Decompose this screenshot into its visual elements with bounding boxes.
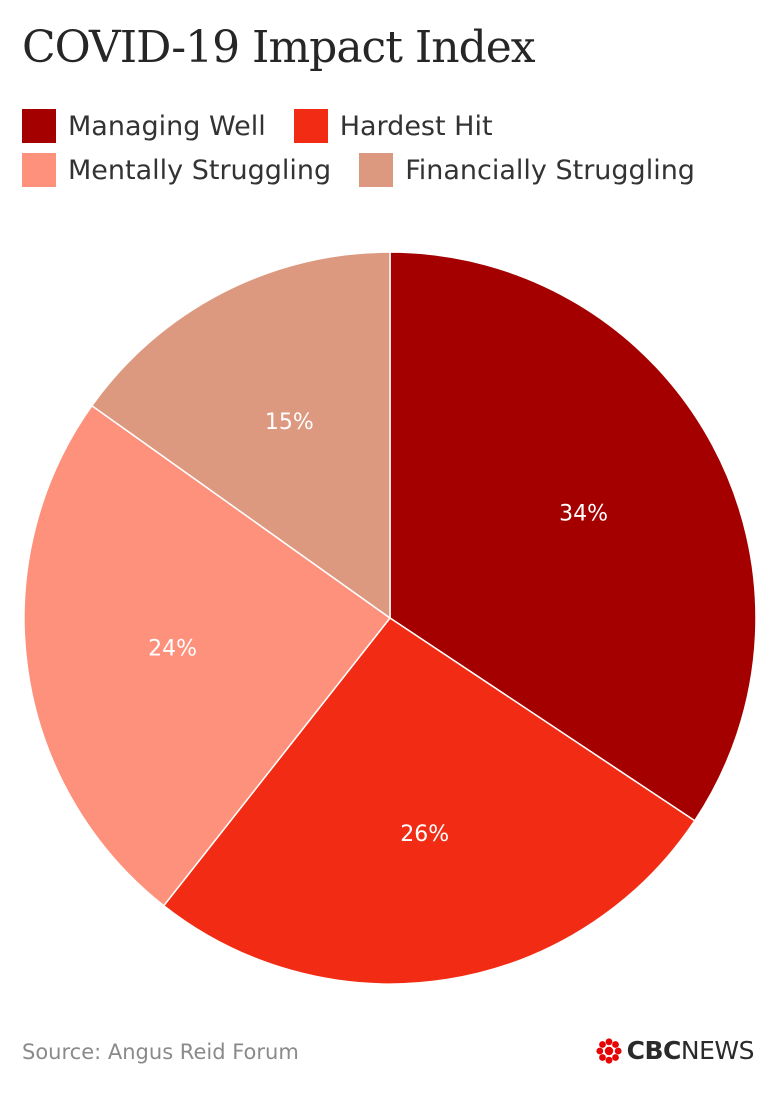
legend-swatch bbox=[293, 109, 328, 143]
cbc-gem-icon bbox=[596, 1037, 622, 1064]
legend-label: Mentally Struggling bbox=[68, 154, 332, 186]
legend-row: Mentally Struggling Financially Struggli… bbox=[22, 148, 762, 192]
slice-data-label: 34% bbox=[559, 501, 608, 526]
legend-row: Managing Well Hardest Hit bbox=[22, 104, 762, 148]
chart-legend: Managing Well Hardest Hit Mentally Strug… bbox=[22, 104, 762, 192]
pie-labels: 34% 26% 24% 15% bbox=[148, 410, 608, 847]
legend-item-mentally-struggling: Mentally Struggling bbox=[22, 153, 331, 187]
logo-light-text: NEWS bbox=[680, 1036, 755, 1065]
logo-wordmark: CBCNEWS bbox=[626, 1036, 755, 1065]
slice-data-label: 24% bbox=[148, 636, 197, 661]
cbc-news-logo: CBCNEWS bbox=[595, 1036, 755, 1065]
legend-item-hardest-hit: Hardest Hit bbox=[293, 109, 493, 143]
pie-slice-financially-struggling bbox=[90, 251, 391, 620]
slice-data-label: 26% bbox=[400, 822, 449, 847]
legend-swatch bbox=[22, 153, 56, 187]
slice-data-label: 15% bbox=[265, 410, 314, 435]
legend-swatch bbox=[359, 153, 394, 187]
chart-title: COVID-19 Impact Index bbox=[22, 22, 536, 73]
pie-slices bbox=[23, 251, 757, 985]
pie-slice-hardest-hit bbox=[162, 616, 696, 985]
legend-label: Financially Struggling bbox=[405, 154, 695, 186]
legend-label: Managing Well bbox=[68, 110, 266, 142]
legend-item-managing-well: Managing Well bbox=[22, 109, 266, 143]
legend-item-financially-struggling: Financially Struggling bbox=[359, 153, 695, 187]
source-note: Source: Angus Reid Forum bbox=[22, 1040, 299, 1064]
legend-swatch bbox=[22, 109, 56, 143]
pie-chart: 34% 26% 24% 15% bbox=[23, 251, 757, 985]
pie-slice-mentally-struggling bbox=[23, 404, 392, 907]
legend-label: Hardest Hit bbox=[339, 110, 493, 142]
logo-bold-text: CBC bbox=[626, 1036, 682, 1065]
